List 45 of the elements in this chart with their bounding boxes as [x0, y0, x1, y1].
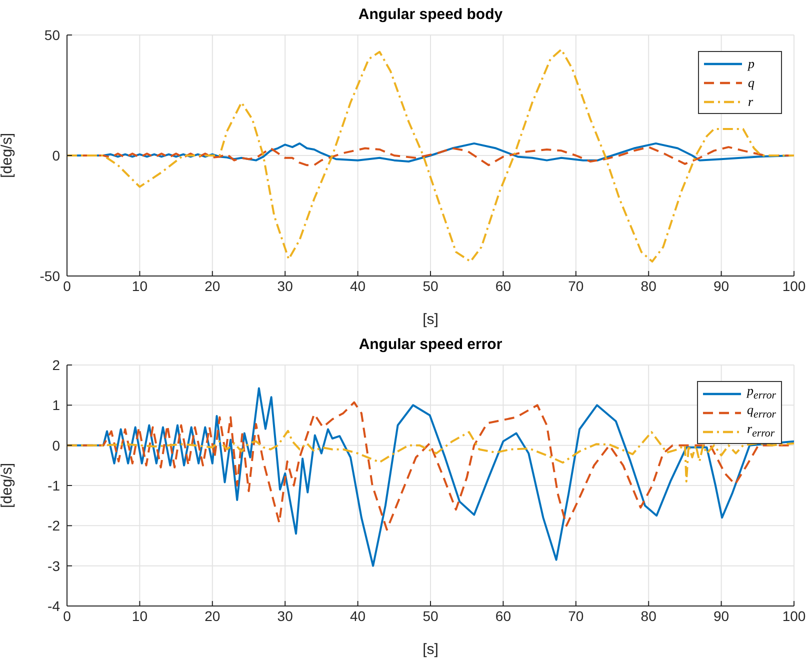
y-axis-title: [deg/s] — [0, 462, 16, 508]
x-tick-label: 20 — [204, 278, 220, 294]
y-tick-label: -1 — [48, 477, 60, 494]
x-tick-label: 90 — [714, 278, 730, 294]
x-tick-label: 100 — [782, 608, 806, 624]
y-tick-label: 1 — [52, 397, 60, 414]
legend-label: q — [748, 75, 756, 90]
x-tick-label: 100 — [782, 278, 806, 294]
y-tick-label: -3 — [48, 558, 60, 574]
x-tick-label: 80 — [640, 278, 657, 294]
x-tick-label: 30 — [277, 608, 294, 624]
legend-label: q$_{error}$ — [747, 402, 776, 422]
y-tick-label: 50 — [44, 26, 60, 43]
y-tick-label: 0 — [52, 437, 60, 454]
x-tick-label: 80 — [640, 608, 657, 624]
line-series — [67, 48, 794, 263]
legend-label: r — [748, 94, 754, 109]
x-tick-label: 0 — [63, 608, 72, 624]
x-tick-label: 60 — [495, 278, 512, 294]
x-tick-label: 70 — [568, 278, 584, 294]
legend-label: p — [748, 56, 756, 71]
y-tick-label: -50 — [40, 268, 60, 284]
chart-title: Angular speed body — [357, 6, 504, 23]
legend-label: p$_{error}$ — [747, 383, 776, 403]
x-tick-label: 40 — [350, 608, 366, 624]
legend-label: r$_{error}$ — [747, 421, 776, 441]
x-tick-label: 50 — [422, 278, 438, 294]
y-tick-label: -4 — [48, 598, 60, 614]
chart-title: Angular speed error — [358, 336, 504, 353]
y-tick-label: -2 — [48, 518, 60, 534]
x-axis-title: [s] — [422, 641, 438, 658]
x-tick-label: 20 — [204, 608, 220, 624]
y-tick-label: 0 — [52, 147, 60, 164]
y-axis-title: [deg/s] — [0, 132, 16, 178]
x-tick-label: 60 — [495, 608, 512, 624]
x-tick-label: 90 — [714, 608, 730, 624]
y-tick-label: 2 — [52, 356, 60, 373]
x-tick-label: 50 — [422, 608, 438, 624]
x-tick-label: 40 — [350, 278, 366, 294]
x-tick-label: 10 — [132, 608, 148, 624]
x-tick-label: 30 — [277, 278, 294, 294]
x-tick-label: 10 — [132, 278, 148, 294]
x-tick-label: 70 — [568, 608, 584, 624]
x-axis-title: [s] — [422, 311, 438, 328]
x-tick-label: 0 — [63, 278, 72, 294]
